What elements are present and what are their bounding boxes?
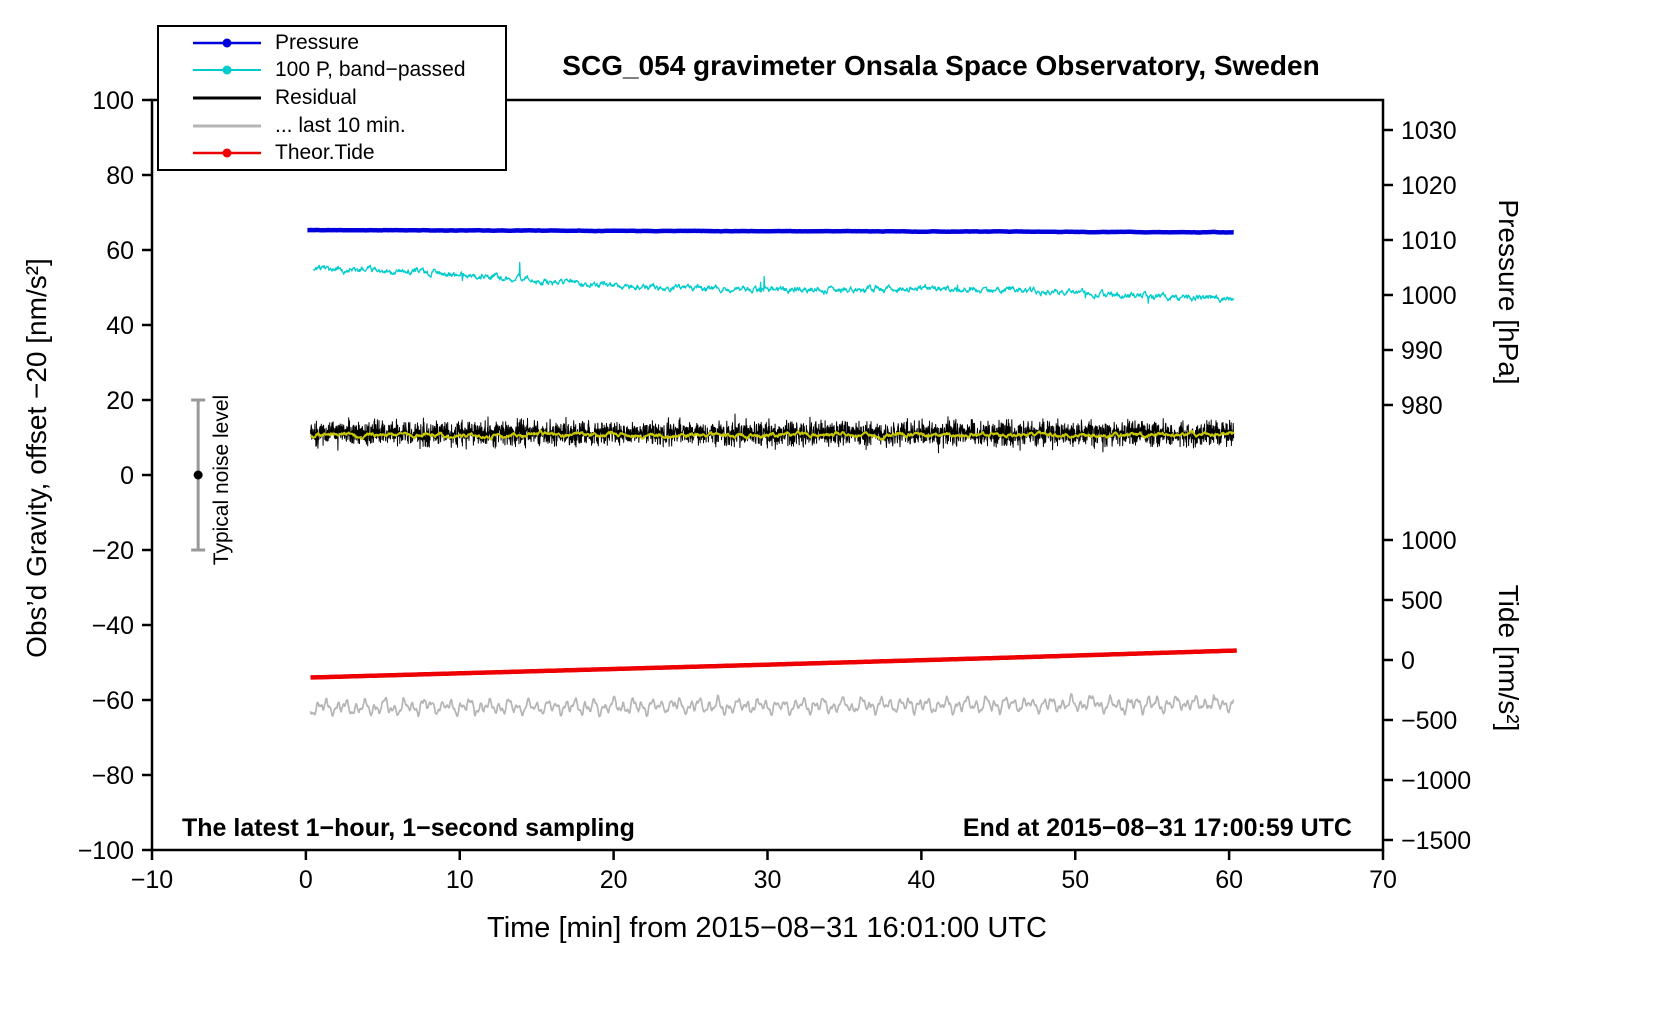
noise-level-dot: [193, 470, 203, 480]
pressure-tick-label: 1020: [1401, 172, 1457, 200]
tide-tick-label: −1500: [1401, 827, 1471, 855]
pressure-tick-label: 1030: [1401, 117, 1457, 145]
legend-item: ... last 10 min.: [159, 112, 505, 139]
legend: Pressure 100 P, band−passed Residual ... la…: [157, 25, 507, 171]
legend-line-sample: [193, 124, 261, 128]
y-tick-label: −40: [92, 612, 134, 640]
series-pressure: [305, 227, 1236, 235]
y-tick-label: −80: [92, 762, 134, 790]
noise-level-label: Typical noise level: [210, 394, 233, 566]
chart-title: SCG_054 gravimeter Onsala Space Observat…: [562, 50, 1320, 81]
legend-item: Theor.Tide: [159, 140, 505, 167]
legend-item: 100 P, band−passed: [159, 57, 505, 84]
legend-item: Pressure: [159, 29, 505, 56]
legend-item-label: Residual: [275, 85, 357, 109]
end-time-note: End at 2015−08−31 17:00:59 UTC: [962, 814, 1352, 842]
tide-tick-label: −500: [1401, 707, 1457, 735]
pressure-tick-label: 980: [1401, 392, 1443, 420]
sampling-note: The latest 1−hour, 1−second sampling: [182, 814, 635, 842]
legend-item-label: ... last 10 min.: [275, 113, 406, 137]
x-tick-label: 10: [446, 866, 474, 894]
pressure-tick-label: 990: [1401, 337, 1443, 365]
y-tick-label: −100: [78, 837, 134, 865]
legend-item-label: Pressure: [275, 30, 360, 54]
pressure-axis-label: Pressure [hPa]: [1493, 199, 1524, 385]
pressure-tick-label: 1010: [1401, 227, 1457, 255]
legend-line-sample: [193, 96, 261, 100]
y-tick-label: 60: [106, 237, 134, 265]
legend-marker-dot: [222, 38, 232, 48]
tide-tick-label: 500: [1401, 587, 1443, 615]
axes-layer: −10 0 10 20 30 40 50 60 70−100−80−60−40−20020406…: [78, 87, 1472, 894]
series-theoretical-tide: [310, 648, 1237, 680]
series-layer: [305, 227, 1237, 718]
x-tick-label: 70: [1369, 866, 1397, 894]
x-tick-label: 20: [600, 866, 628, 894]
legend-item-label: 100 P, band−passed: [275, 58, 466, 82]
y-tick-label: −20: [92, 537, 134, 565]
y-tick-label: 100: [92, 87, 134, 115]
legend-item-label: Theor.Tide: [275, 141, 375, 165]
series-residual-lowpass: [309, 429, 1235, 441]
x-tick-label: 0: [299, 866, 313, 894]
tide-tick-label: 1000: [1401, 527, 1457, 555]
x-tick-label: 40: [907, 866, 935, 894]
legend-line-sample: [193, 38, 261, 48]
legend-line-sample: [193, 148, 261, 158]
x-tick-label: 30: [754, 866, 782, 894]
legend-marker-dot: [222, 65, 232, 75]
noise-level-bar: [191, 398, 206, 552]
series-residual-last-10min: [309, 693, 1235, 718]
legend-marker-dot: [222, 148, 232, 158]
x-tick-label: 50: [1061, 866, 1089, 894]
series-pressure-bandpassed-x100: [313, 261, 1235, 304]
x-axis-label: Time [min] from 2015−08−31 16:01:00 UTC: [487, 912, 1047, 944]
plot-frame: [150, 98, 1385, 852]
y-tick-label: 80: [106, 162, 134, 190]
y-tick-label: 20: [106, 387, 134, 415]
tide-tick-label: 0: [1401, 647, 1415, 675]
y-tick-label: −60: [92, 687, 134, 715]
legend-line-sample: [193, 65, 261, 75]
y-tick-label: 0: [120, 462, 134, 490]
legend-item: Residual: [159, 84, 505, 111]
y-tick-label: 40: [106, 312, 134, 340]
x-tick-label: −10: [131, 866, 173, 894]
x-tick-label: 60: [1215, 866, 1243, 894]
tide-axis-label: Tide [nm/s²]: [1493, 584, 1524, 732]
left-axis-label: Obs’d Gravity, offset −20 [nm/s²]: [21, 258, 52, 658]
pressure-tick-label: 1000: [1401, 282, 1457, 310]
tide-tick-label: −1000: [1401, 767, 1471, 795]
